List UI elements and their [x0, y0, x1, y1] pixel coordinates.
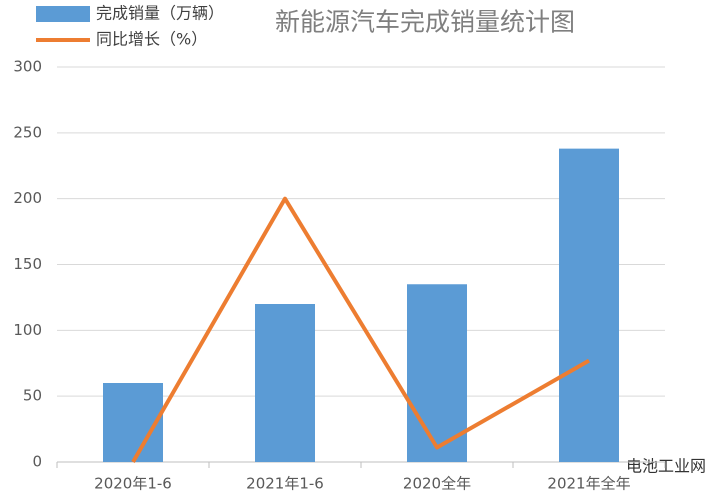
bar [255, 304, 315, 462]
y-tick-label: 150 [13, 255, 42, 273]
chart-title: 新能源汽车完成销量统计图 [275, 8, 575, 37]
bar [103, 383, 163, 462]
legend-label: 完成销量（万辆） [96, 4, 224, 23]
y-tick-label: 50 [23, 387, 42, 405]
y-tick-label: 100 [13, 321, 42, 339]
y-tick-label: 200 [13, 189, 42, 207]
bar [559, 148, 619, 462]
x-tick-label: 2021年全年 [547, 475, 630, 493]
y-tick-label: 0 [32, 453, 42, 471]
bar [407, 284, 467, 462]
x-tick-label: 2020全年 [403, 475, 471, 493]
y-tick-label: 300 [13, 58, 42, 76]
legend-label: 同比增长（%） [96, 30, 207, 49]
y-tick-label: 250 [13, 123, 42, 141]
x-tick-label: 2020年1-6 [94, 475, 172, 493]
watermark: 电池工业网 [626, 457, 706, 476]
x-tick-label: 2021年1-6 [246, 475, 324, 493]
line [131, 196, 590, 463]
legend-swatch [36, 6, 90, 22]
